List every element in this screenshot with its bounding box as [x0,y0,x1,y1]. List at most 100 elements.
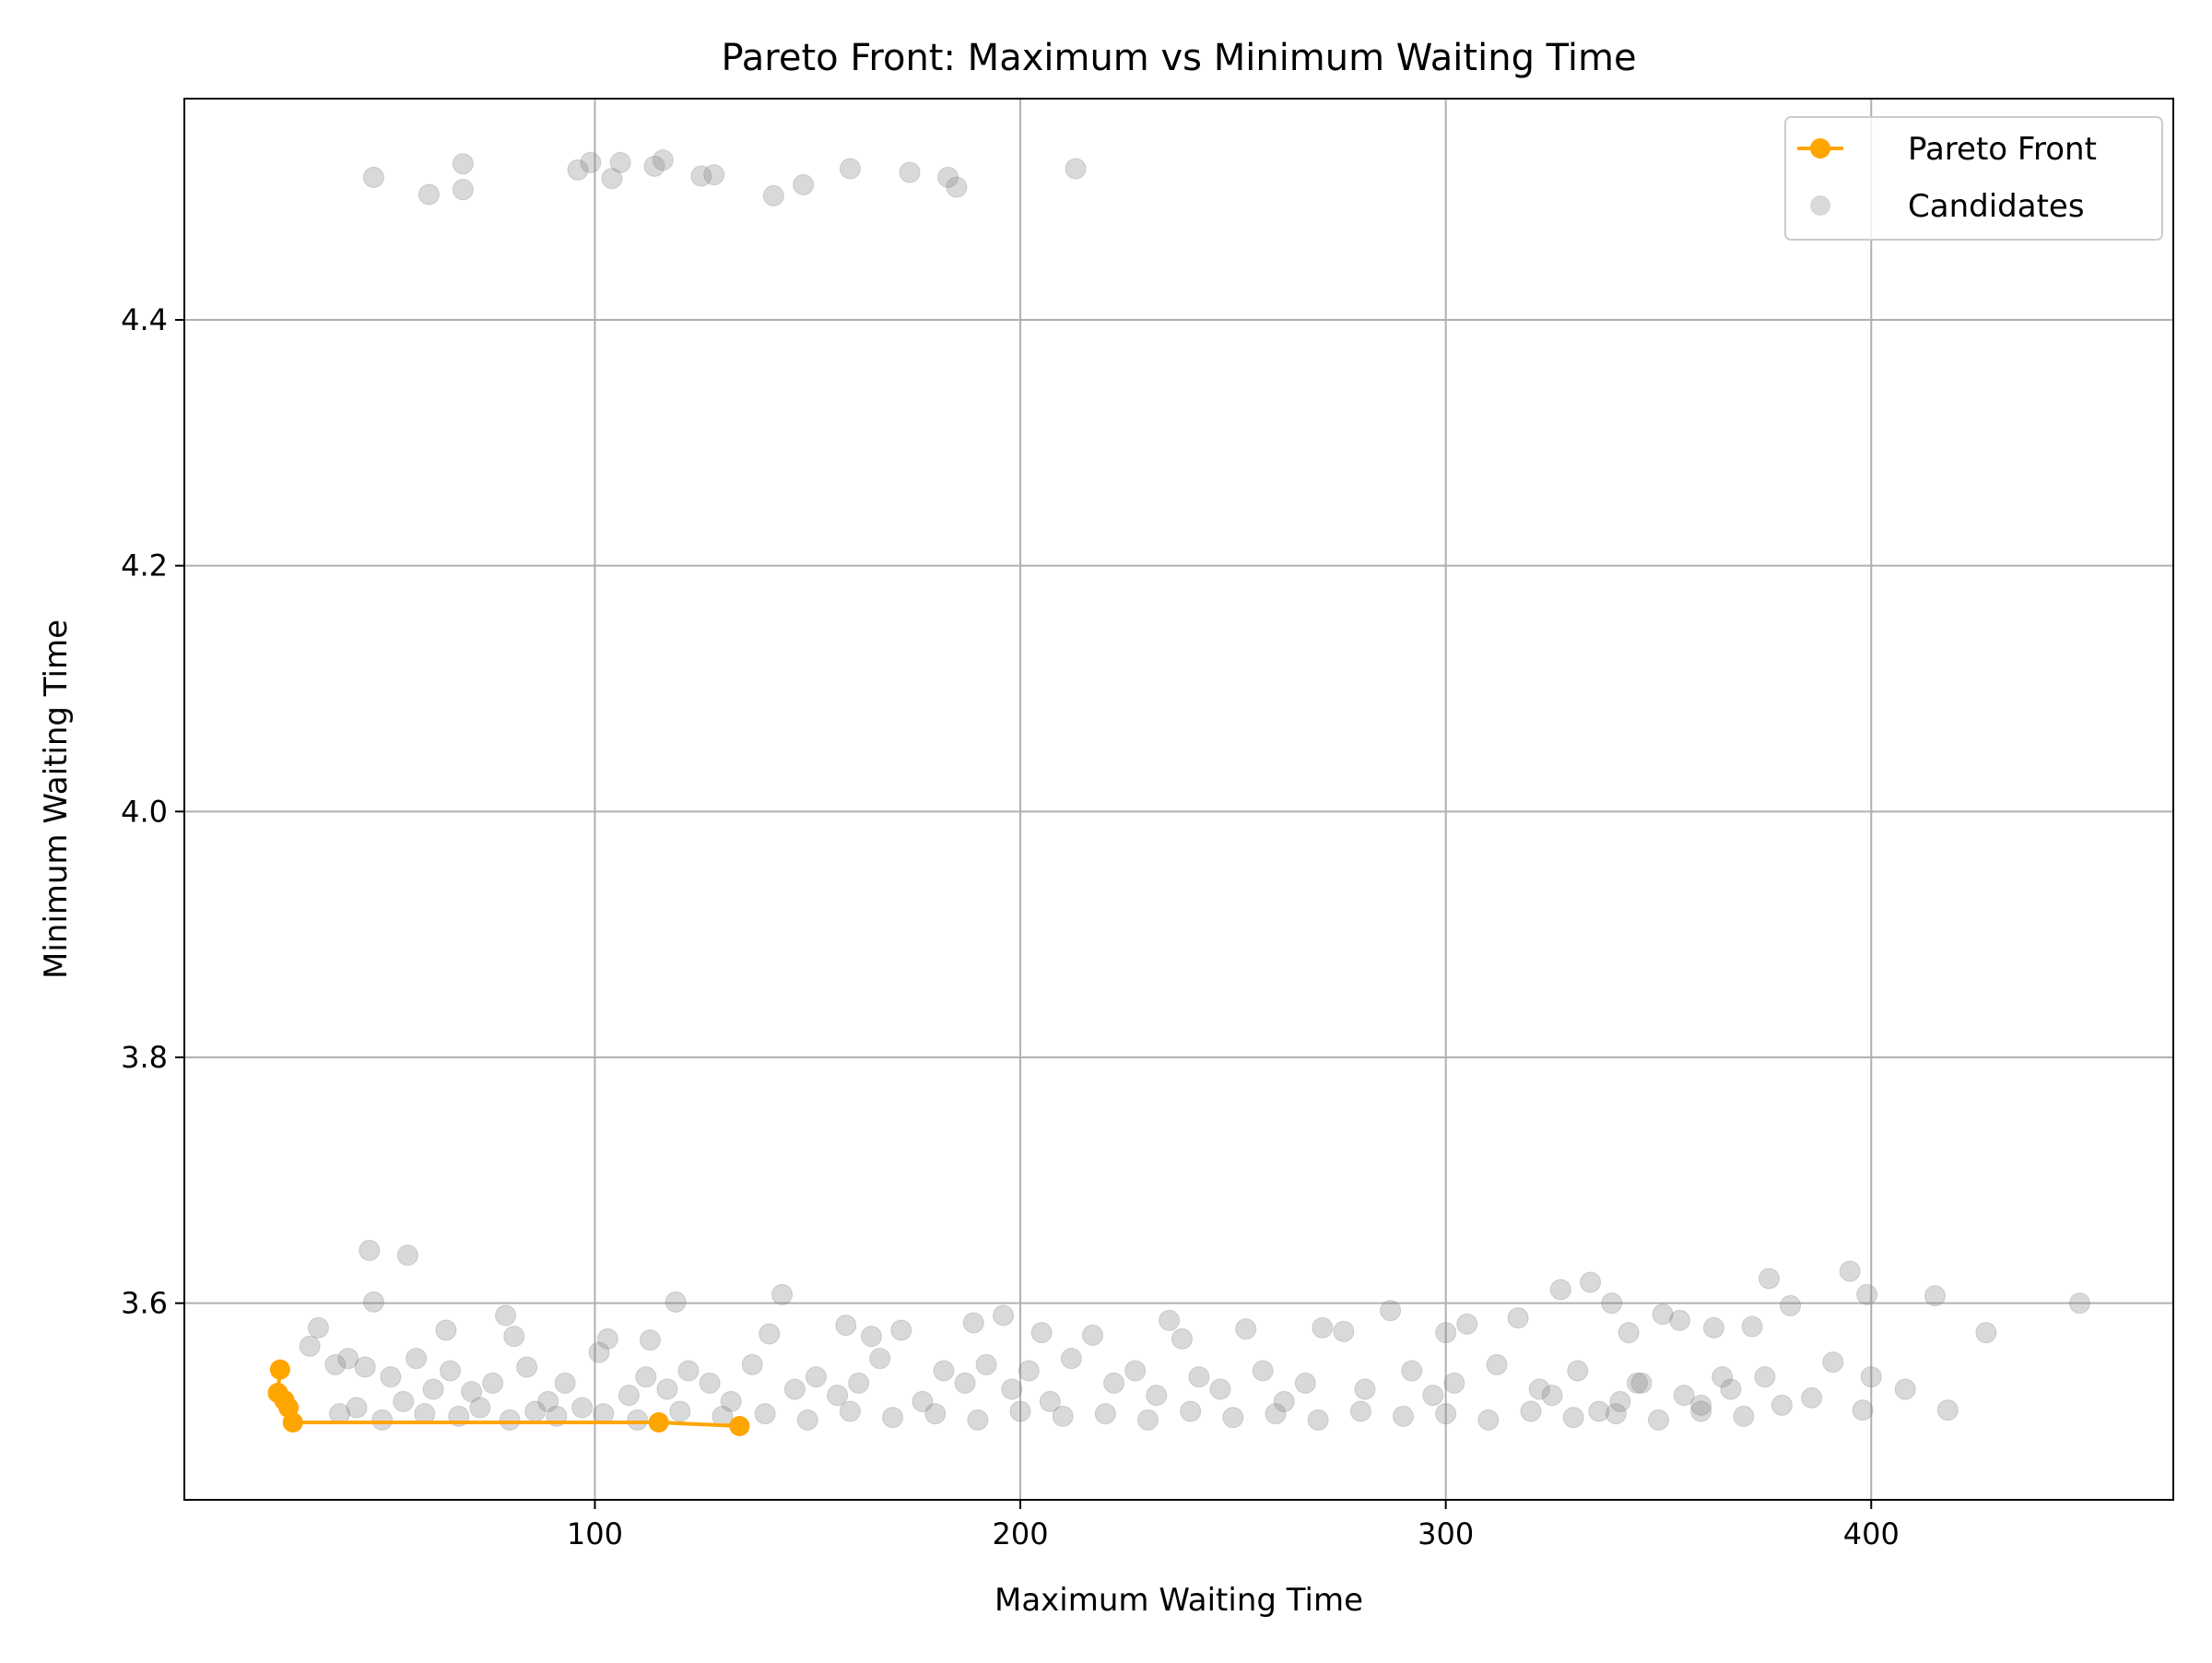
candidate-point [1146,1385,1168,1407]
candidate-point [669,1400,691,1422]
candidate-point [596,1327,618,1350]
candidate-point [899,161,921,183]
candidate-point [860,1326,882,1348]
candidates-series [299,149,2090,1431]
candidate-point [1605,1403,1627,1425]
candidate-point [537,1390,559,1412]
candidate-point [805,1366,827,1388]
candidate-point [1647,1409,1669,1431]
candidate-point [1609,1390,1631,1412]
candidate-point [835,1315,857,1337]
legend-candidates-label: Candidates [1908,188,2085,225]
candidate-point [1477,1409,1500,1431]
candidate-point [393,1390,415,1412]
candidate-point [1265,1403,1287,1425]
candidate-point [1312,1316,1334,1339]
candidate-point [796,1409,818,1431]
pareto-point [648,1412,669,1433]
candidate-point [371,1409,394,1431]
candidate-point [307,1316,329,1339]
candidate-point [1435,1322,1457,1344]
candidate-point [759,1323,781,1345]
candidate-point [1894,1378,1916,1400]
candidate-point [720,1390,742,1412]
candidate-point [452,153,474,175]
candidate-point [771,1283,794,1305]
candidate-point [1856,1283,1878,1305]
candidate-point [848,1372,870,1394]
candidate-point [1669,1309,1691,1331]
grid-lines [184,99,2173,1500]
candidate-point [839,158,861,180]
candidate-point [1652,1303,1674,1326]
candidate-point [643,155,665,177]
candidate-point [1924,1285,1947,1307]
candidate-point [588,1341,610,1363]
candidate-point [1567,1360,1589,1382]
x-tick-label: 100 [567,1516,623,1551]
candidate-point [827,1385,849,1407]
candidate-point [1103,1372,1125,1394]
candidate-point [946,176,968,198]
candidate-point [1307,1409,1329,1431]
candidate-point [452,179,474,201]
candidate-point [1456,1313,1478,1335]
candidate-point [967,1409,989,1431]
legend-pareto-marker [1810,138,1830,159]
x-tick-label: 200 [993,1516,1049,1551]
candidate-point [993,1304,1015,1327]
candidate-point [656,1378,678,1400]
candidate-point [1349,1400,1371,1422]
candidate-point [1252,1360,1274,1382]
pareto-point [282,1412,303,1433]
candidate-point [354,1356,376,1378]
x-tick-label: 300 [1418,1516,1474,1551]
candidate-point [882,1407,904,1429]
candidate-point [1392,1405,1414,1427]
y-tick-label: 4.0 [121,794,168,829]
y-tick-label: 3.8 [121,1040,168,1075]
candidate-point [1690,1394,1712,1416]
x-tick-label: 400 [1843,1516,1900,1551]
candidate-point [933,1360,955,1382]
chart-title: Pareto Front: Maximum vs Minimum Waiting… [721,37,1636,79]
candidate-point [495,1304,517,1327]
candidate-point [406,1348,428,1370]
y-tick-label: 4.4 [121,302,168,337]
candidate-point [1124,1360,1147,1382]
candidate-point [1001,1378,1023,1400]
candidate-point [1801,1386,1823,1409]
candidate-point [324,1353,347,1375]
candidate-point [1690,1400,1712,1422]
legend-box [1784,116,2163,241]
candidate-point [1018,1360,1040,1382]
pareto-point [269,1359,290,1380]
candidate-point [571,1397,594,1419]
candidate-point [1712,1366,1734,1388]
candidate-point [690,165,712,187]
candidate-point [1741,1315,1763,1338]
candidate-point [975,1353,997,1375]
candidate-point [503,1326,525,1348]
candidate-point [1401,1360,1423,1382]
candidate-point [793,173,815,195]
candidate-point [1702,1316,1724,1339]
candidate-point [567,159,589,181]
candidate-point [1562,1407,1584,1429]
candidate-point [1780,1294,1802,1316]
candidate-point [1188,1366,1210,1388]
candidate-point [1065,158,1087,180]
candidate-point [1060,1348,1082,1370]
candidate-point [1486,1353,1508,1375]
candidate-point [677,1360,700,1382]
legend-pareto-label: Pareto Front [1908,131,2097,168]
x-axis-label: Maximum Waiting Time [994,1582,1363,1619]
legend: Pareto Front Candidates [1784,116,2163,241]
candidate-point [1771,1394,1793,1416]
candidate-point [1975,1322,1997,1344]
candidate-point [299,1335,321,1357]
candidate-point [627,1409,649,1431]
candidate-point [1852,1399,1874,1421]
candidate-point [962,1312,984,1334]
